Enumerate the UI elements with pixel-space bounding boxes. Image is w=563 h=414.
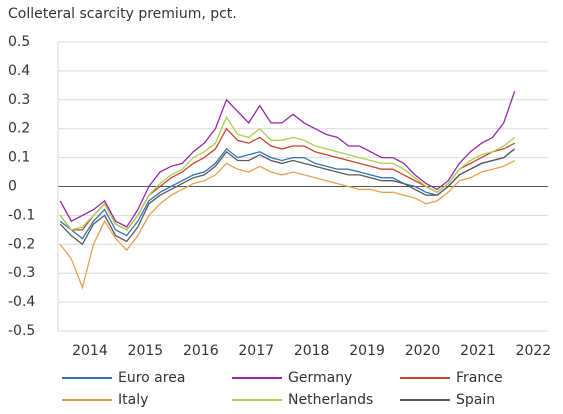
legend-label: Euro area xyxy=(118,370,185,386)
y-tick-label: 0.4 xyxy=(8,63,30,79)
series-line xyxy=(59,159,516,290)
chart-title: Colleteral scarcity premium, pct. xyxy=(8,6,237,22)
y-tick-label: 0.5 xyxy=(8,34,30,50)
x-tick-label: 2015 xyxy=(128,343,164,359)
legend-label: Italy xyxy=(118,392,148,408)
legend-label: France xyxy=(456,370,503,386)
x-tick-label: 2021 xyxy=(460,343,496,359)
x-tick-label: 2020 xyxy=(405,343,441,359)
y-tick-label: -0.1 xyxy=(8,207,35,223)
x-tick-label: 2017 xyxy=(238,343,274,359)
series-line xyxy=(59,148,516,246)
x-tick-label: 2018 xyxy=(294,343,330,359)
x-tick-label: 2014 xyxy=(72,343,108,359)
legend-label: Netherlands xyxy=(288,392,373,408)
x-tick-label: 2016 xyxy=(183,343,219,359)
y-tick-label: -0.2 xyxy=(8,236,35,252)
y-tick-label: -0.4 xyxy=(8,294,35,310)
x-tick-label: 2019 xyxy=(349,343,385,359)
series-line xyxy=(59,115,516,231)
y-tick-label: 0.1 xyxy=(8,150,30,166)
legend-label: Germany xyxy=(288,370,352,386)
y-tick-label: 0.2 xyxy=(8,121,30,137)
x-tick-label: 2022 xyxy=(516,343,552,359)
y-tick-label: 0 xyxy=(8,179,17,195)
series-line xyxy=(59,127,515,231)
y-tick-label: -0.3 xyxy=(8,265,35,281)
series-line xyxy=(59,90,516,228)
legend-label: Spain xyxy=(456,392,495,408)
y-tick-label: -0.5 xyxy=(8,323,35,339)
y-tick-label: 0.3 xyxy=(8,92,30,108)
